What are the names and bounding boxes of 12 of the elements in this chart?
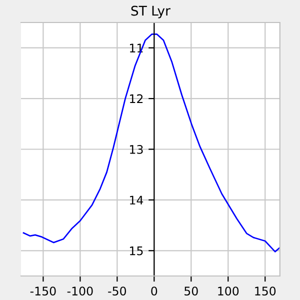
y-tick-label: 13 [130,144,143,154]
y-tick-label: 15 [130,246,143,256]
x-tick-label: -150 [30,286,56,296]
y-tick-label: 14 [130,196,144,204]
x-tick-label: 100 [218,286,239,296]
x-tick-label: 0 [151,286,158,296]
x-tick-label: -100 [67,286,93,296]
x-tick-label: 50 [184,286,198,296]
x-tick-label: 150 [255,286,276,296]
x-tick-label: -50 [108,286,126,296]
y-tick-label: 12 [130,94,143,104]
chart-title: ST Lyr [131,6,170,18]
